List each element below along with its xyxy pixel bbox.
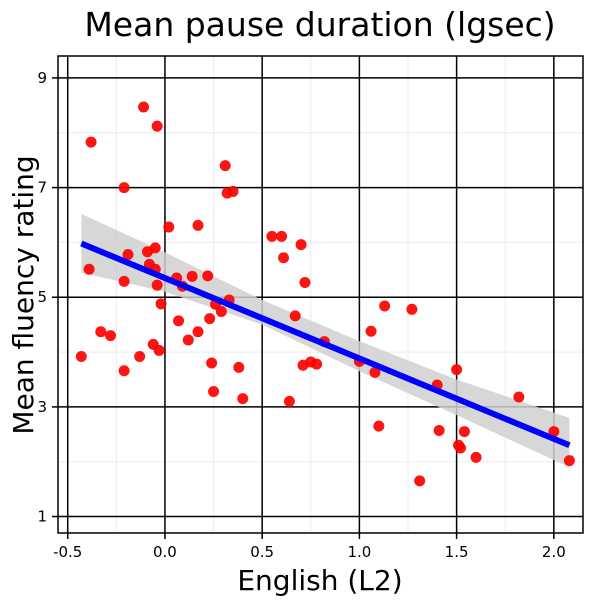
scatter-point bbox=[564, 455, 575, 466]
scatter-point bbox=[152, 121, 163, 132]
x-tick-label: 2.0 bbox=[542, 543, 566, 561]
scatter-point bbox=[193, 326, 204, 337]
scatter-point bbox=[513, 392, 524, 403]
scatter-point bbox=[366, 326, 377, 337]
scatter-point bbox=[204, 313, 215, 324]
scatter-point bbox=[187, 271, 198, 282]
scatter-point bbox=[86, 137, 97, 148]
scatter-point bbox=[373, 421, 384, 432]
scatter-point bbox=[266, 231, 277, 242]
y-tick-label: 9 bbox=[37, 69, 47, 87]
scatter-point bbox=[379, 301, 390, 312]
x-tick-label: 0.5 bbox=[250, 543, 274, 561]
scatter-point bbox=[299, 277, 310, 288]
scatter-point bbox=[105, 330, 116, 341]
scatter-point bbox=[290, 310, 301, 321]
scatter-point bbox=[284, 396, 295, 407]
scatter-point bbox=[150, 242, 161, 253]
scatter-point bbox=[119, 365, 130, 376]
scatter-point bbox=[84, 264, 95, 275]
scatter-point bbox=[406, 304, 417, 315]
scatter-point bbox=[138, 101, 149, 112]
scatter-point bbox=[119, 276, 130, 287]
scatter-point bbox=[76, 351, 87, 362]
scatter-point bbox=[119, 182, 130, 193]
y-tick-label: 1 bbox=[37, 508, 47, 526]
scatter-point bbox=[455, 443, 466, 454]
scatter-point bbox=[216, 306, 227, 317]
x-tick-label: 1.5 bbox=[445, 543, 469, 561]
scatter-point bbox=[208, 386, 219, 397]
x-tick-label: 0.0 bbox=[153, 543, 177, 561]
y-axis-label: Mean fluency rating bbox=[7, 155, 40, 434]
scatter-point bbox=[206, 358, 217, 369]
scatter-point bbox=[278, 252, 289, 263]
scatter-point bbox=[276, 231, 287, 242]
scatter-chart: Mean pause duration (lgsec) -0.5 0.0 0.5 1.… bbox=[0, 0, 600, 600]
scatter-point bbox=[220, 160, 231, 171]
scatter-point bbox=[451, 364, 462, 375]
scatter-point bbox=[156, 298, 167, 309]
scatter-point bbox=[183, 335, 194, 346]
scatter-point bbox=[154, 345, 165, 356]
scatter-point bbox=[228, 186, 239, 197]
x-axis-label: English (L2) bbox=[237, 564, 402, 597]
scatter-point bbox=[414, 475, 425, 486]
scatter-point bbox=[459, 426, 470, 437]
scatter-point bbox=[152, 280, 163, 291]
scatter-point bbox=[237, 393, 248, 404]
scatter-point bbox=[193, 220, 204, 231]
scatter-point bbox=[173, 315, 184, 326]
chart-title: Mean pause duration (lgsec) bbox=[84, 5, 555, 44]
scatter-point bbox=[202, 270, 213, 281]
x-tick-label: -0.5 bbox=[53, 543, 82, 561]
scatter-point bbox=[471, 452, 482, 463]
scatter-point bbox=[95, 326, 106, 337]
x-axis-ticks: -0.5 0.0 0.5 1.0 1.5 2.0 bbox=[53, 533, 566, 561]
scatter-point bbox=[233, 362, 244, 373]
scatter-point bbox=[296, 239, 307, 250]
scatter-point bbox=[311, 359, 322, 370]
scatter-point bbox=[134, 351, 145, 362]
scatter-point bbox=[163, 222, 174, 233]
scatter-point bbox=[434, 425, 445, 436]
x-tick-label: 1.0 bbox=[347, 543, 371, 561]
